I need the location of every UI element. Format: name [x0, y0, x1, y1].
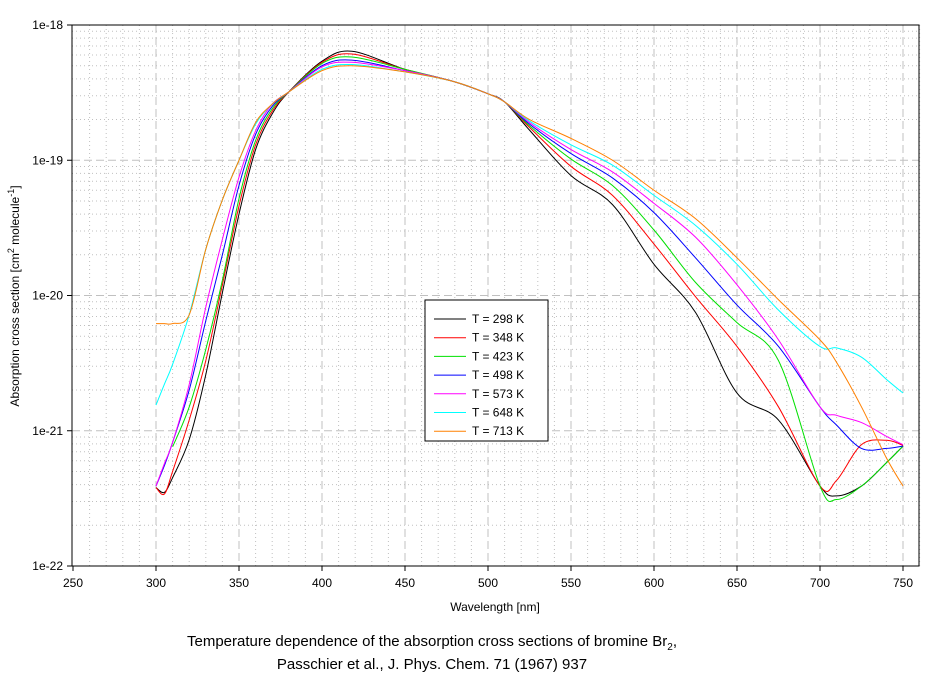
x-tick-label: 450 — [395, 576, 415, 590]
legend-label: T = 713 K — [472, 424, 524, 438]
x-tick-label: 350 — [229, 576, 249, 590]
series-group — [155, 50, 904, 502]
legend-box — [424, 299, 549, 442]
caption-line-1-sub: 2 — [667, 642, 673, 653]
x-axis-title: Wavelength [nm] — [450, 600, 540, 614]
legend-label: T = 648 K — [472, 406, 524, 420]
y-tick-label: 1e-19 — [32, 153, 63, 167]
y-axis-title-mid: molecule — [8, 196, 22, 248]
x-tick-label: 750 — [893, 576, 913, 590]
x-tick-label: 400 — [312, 576, 332, 590]
y-tick-label: 1e-22 — [32, 559, 63, 573]
legend: T = 298 K T = 348 K T = 423 K T = 498 K T = … — [424, 299, 549, 442]
legend-label: T = 298 K — [472, 312, 524, 326]
x-tick-label: 250 — [63, 576, 83, 590]
legend-label: T = 573 K — [472, 387, 524, 401]
y-tick-label: 1e-20 — [32, 289, 63, 303]
y-axis-title-main: Absorption cross section [cm — [8, 253, 22, 406]
legend-label: T = 348 K — [472, 331, 524, 345]
y-tick-label: 1e-18 — [32, 18, 63, 32]
caption-line-1: Temperature dependence of the absorption… — [0, 633, 864, 653]
legend-label: T = 498 K — [472, 368, 524, 382]
x-tick-label: 500 — [478, 576, 498, 590]
legend-label: T = 423 K — [472, 349, 524, 363]
x-tick-label: 300 — [146, 576, 166, 590]
x-tick-label: 600 — [644, 576, 664, 590]
caption-line-2: Passchier et al., J. Phys. Chem. 71 (196… — [276, 656, 588, 673]
x-tick-label: 700 — [810, 576, 830, 590]
y-axis-title-sup1: 2 — [6, 248, 16, 253]
grid — [72, 25, 921, 566]
y-tick-label: 1e-21 — [32, 424, 63, 438]
caption-line-1-end: , — [672, 633, 677, 650]
series-line-713k — [156, 65, 904, 487]
x-tick-label: 650 — [727, 576, 747, 590]
y-axis-title-sup2: -1 — [6, 189, 16, 197]
y-axis-title: Absorption cross section [cm2 molecule-1… — [6, 185, 22, 406]
caption-line-1-main: Temperature dependence of the absorption… — [186, 633, 668, 650]
axis-ticks: 250 300 350 400 450 500 550 600 650 700 750 1e-18 1e… — [32, 18, 913, 590]
y-axis-title-end: ] — [8, 185, 22, 188]
x-tick-label: 550 — [561, 576, 581, 590]
